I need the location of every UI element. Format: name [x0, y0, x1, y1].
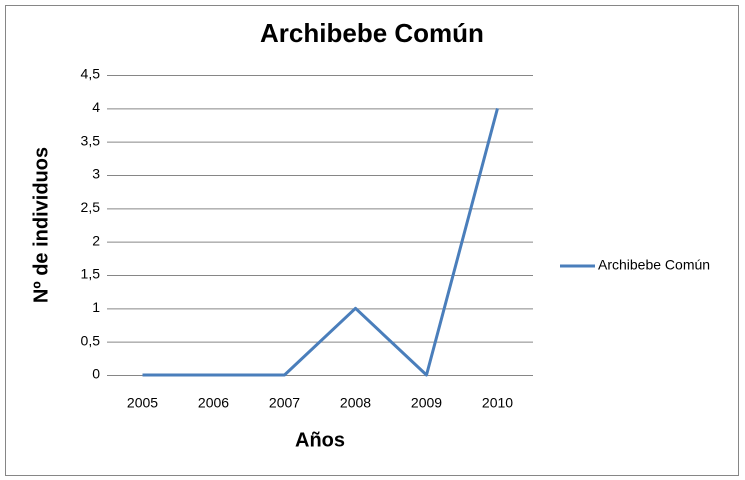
y-tick-label: 1 [92, 299, 100, 315]
data-line [142, 107, 499, 377]
y-tick-label: 2,5 [81, 199, 101, 215]
x-tick-label: 2008 [340, 395, 371, 411]
x-tick-label: 2007 [269, 395, 300, 411]
y-tick-label: 2 [92, 232, 100, 248]
legend-label: Archibebe Común [598, 257, 710, 273]
chart-title: Archibebe Común [260, 18, 484, 48]
y-tick-label: 0 [92, 366, 100, 382]
y-tick-label: 4 [92, 99, 100, 115]
x-tick-label: 2006 [198, 395, 229, 411]
y-axis-title: Nº de individuos [30, 147, 52, 303]
y-tick-label: 3,5 [81, 132, 101, 148]
x-axis-title: Años [295, 429, 345, 451]
y-tick-label: 3 [92, 166, 100, 182]
y-tick-label: 4,5 [81, 66, 101, 82]
y-tick-label: 0,5 [81, 332, 101, 348]
x-tick-label: 2005 [127, 395, 158, 411]
y-tick-label: 1,5 [81, 266, 101, 282]
x-tick-label: 2009 [411, 395, 442, 411]
x-tick-label: 2010 [482, 395, 513, 411]
chart-border [5, 5, 739, 476]
